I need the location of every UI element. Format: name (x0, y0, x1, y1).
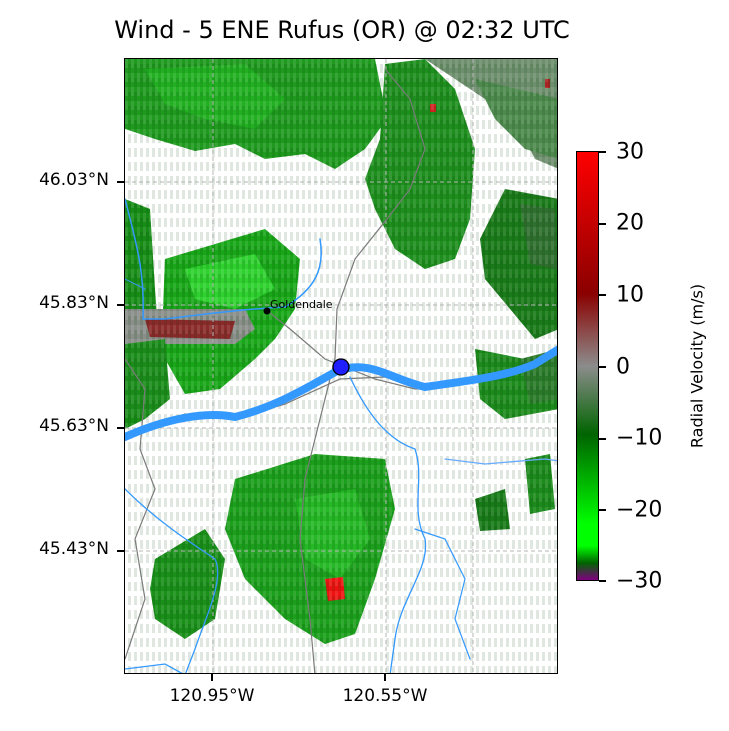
colorbar-title: Radial Velocity (m/s) (687, 283, 707, 449)
colorbar-tick-label: 20 (616, 210, 644, 236)
colorbar-tick (599, 509, 606, 511)
colorbar-tick (599, 223, 606, 225)
gridlines (125, 59, 557, 673)
lat-label: 45.43°N (39, 539, 109, 559)
colorbar-tick (599, 151, 606, 153)
map-title: Wind - 5 ENE Rufus (OR) @ 02:32 UTC (114, 16, 570, 44)
lat-tick (117, 427, 124, 429)
colorbar-tick-label: −10 (616, 425, 663, 451)
radar-map-canvas: Goldendale (125, 59, 557, 673)
colorbar-tick (599, 366, 606, 368)
colorbar-tick-label: −30 (616, 568, 663, 594)
velocity-colorbar (576, 151, 599, 581)
lon-tick (211, 674, 213, 681)
lat-label: 46.03°N (39, 170, 109, 190)
lat-tick (117, 181, 124, 183)
radar-map[interactable]: Goldendale (124, 58, 558, 674)
colorbar-tick (599, 438, 606, 440)
colorbar-tick-label: 30 (616, 139, 644, 165)
place-label-goldendale: Goldendale (270, 298, 333, 311)
lon-label: 120.55°W (342, 686, 428, 706)
colorbar-tick (599, 294, 606, 296)
colorbar-tick (599, 580, 606, 582)
lat-label: 45.83°N (39, 293, 109, 313)
colorbar-tick-label: −20 (616, 497, 663, 523)
lon-tick (384, 674, 386, 681)
lat-tick (117, 304, 124, 306)
lon-label: 120.95°W (169, 686, 255, 706)
colorbar-tick-label: 0 (616, 354, 630, 380)
lat-label: 45.63°N (39, 416, 109, 436)
colorbar-tick-label: 10 (616, 282, 644, 308)
lat-tick (117, 550, 124, 552)
goldendale-marker (263, 307, 271, 315)
radar-site-marker[interactable] (332, 358, 350, 376)
